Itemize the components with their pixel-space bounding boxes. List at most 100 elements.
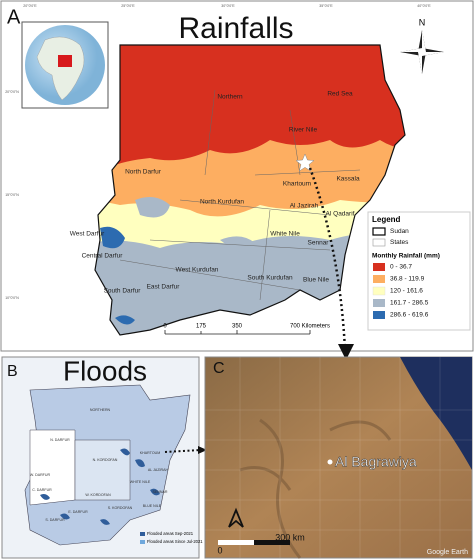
state-label: S. KORDOFAN (108, 506, 133, 510)
legend-label: Sudan (390, 228, 409, 235)
credit: Google Earth (427, 549, 468, 556)
panel-label: C (213, 360, 225, 377)
inset-globe (21, 21, 109, 109)
state-label: AL JAZIRAH (148, 468, 169, 472)
legend-label: 0 - 36.7 (390, 264, 412, 271)
north-label: N (419, 17, 426, 27)
panel-c: C Al Bagrawiya 0 300 km Google Earth (204, 356, 473, 559)
terrain (239, 418, 392, 559)
latitude-label: 15°0'0"N (5, 193, 19, 197)
state-label: Red Sea (327, 91, 353, 98)
grid (205, 357, 472, 558)
state-label: E. DARFUR (68, 510, 88, 514)
state-label: Central Darfur (82, 253, 124, 260)
longitude-label: 25°0'0"E (121, 4, 135, 8)
place-label: Al Bagrawiya (335, 454, 417, 470)
state-label: Blue Nile (303, 277, 329, 284)
scale-label: 300 km (275, 532, 305, 542)
rainfall-map (95, 45, 405, 335)
state-label: West Kurdufan (176, 267, 219, 274)
panel-label: A (7, 6, 21, 28)
legend-label: 120 - 161.6 (390, 288, 423, 295)
graticule: 20°0'0"E 25°0'0"E 30°0'0"E 35°0'0"E 40°0… (5, 4, 431, 300)
scale-label: 175 (196, 324, 207, 330)
longitude-label: 20°0'0"E (23, 4, 37, 8)
compass-half (400, 30, 444, 74)
site-marker (327, 459, 333, 465)
legend-swatch (373, 299, 385, 307)
legend-swatch (140, 532, 145, 536)
state-label: West Darfur (70, 231, 105, 238)
connector (164, 449, 201, 453)
state-label: C. DARFUR (32, 488, 52, 492)
wet-zone (100, 226, 318, 325)
state-label: KHARTOUM (140, 451, 160, 455)
state-label: Kassala (336, 176, 360, 183)
state (74, 439, 131, 501)
state-label: South Darfur (104, 288, 142, 295)
legend-label: Flooded areas Sep-2021 (147, 531, 194, 536)
scale-label: 350 (232, 324, 243, 330)
legend-swatch (372, 227, 386, 236)
scale-bar: 0 175 350 700 Kilometers (163, 324, 330, 335)
legend-label: 286.6 - 619.6 (390, 312, 429, 319)
legend-label: 161.7 - 286.5 (390, 300, 429, 307)
sudan-border (94, 44, 406, 336)
north-arrow (228, 507, 244, 528)
state-label: Al Qadarif (326, 211, 355, 218)
scale-label: 700 Kilometers (290, 324, 330, 330)
legend-title: Legend (372, 215, 401, 224)
state-label: SENNAR (153, 490, 168, 494)
scale-segment (254, 540, 290, 545)
zone (135, 196, 260, 254)
panel-a: 20°0'0"E 25°0'0"E 30°0'0"E 35°0'0"E 40°0… (0, 0, 474, 352)
legend-swatch (373, 275, 385, 283)
scale-label: 0 (217, 545, 222, 555)
scale-line (164, 330, 311, 335)
panel-title: Rainfalls (178, 12, 293, 45)
sudan-highlight (58, 55, 72, 67)
state-label: Khartoum (283, 181, 311, 188)
legend: Legend Sudan States Monthly Rainfall (mm… (367, 211, 471, 331)
state-border (119, 89, 361, 301)
state-labels: Northern Red Sea River Nile North Darfur… (70, 91, 360, 295)
legend-swatch (140, 540, 145, 544)
state-label: S. DARFUR (45, 518, 65, 522)
scale-segment (218, 540, 254, 545)
legend-label: States (390, 239, 409, 246)
state-label: N. DARFUR (50, 438, 70, 442)
legend-swatch (372, 238, 386, 247)
legend-swatch (373, 263, 385, 271)
zone (95, 45, 405, 165)
latitude-label: 20°0'0"N (5, 90, 19, 94)
state-label: WHITE NILE (130, 480, 151, 484)
state-labels: NORTHERN N. DARFUR N. KORDOFAN KHARTOUM … (30, 408, 169, 522)
state-label: N. KORDOFAN (93, 458, 118, 462)
state-label: W. KORDOFAN (85, 493, 111, 497)
legend-label: 36.8 - 119.9 (390, 276, 425, 283)
connector (308, 167, 347, 351)
legend-swatch (373, 311, 385, 319)
sea (400, 357, 472, 470)
scale-label: 0 (163, 324, 167, 330)
legend-swatch (372, 286, 386, 296)
state-label: North Kurdufan (200, 199, 244, 206)
site-marker (295, 153, 315, 172)
state-label: Al Jazirah (290, 203, 319, 210)
connector-head (338, 344, 354, 360)
connector-head (198, 446, 207, 454)
longitude-label: 30°0'0"E (221, 4, 235, 8)
longitude-label: 40°0'0"E (417, 4, 431, 8)
state-label: NORTHERN (90, 408, 111, 412)
africa (36, 36, 85, 101)
state-label: East Darfur (147, 284, 181, 291)
state-label: Northern (217, 94, 243, 101)
panel-b: B Floods NORTHERN N. DARFUR N. KORDOFAN … (1, 355, 207, 559)
panel-label: B (7, 363, 18, 380)
state-label: South Kurdufan (247, 275, 293, 282)
north-arrow: N (400, 17, 444, 74)
state-label: River Nile (289, 127, 318, 134)
state-label: BLUE NILE (143, 504, 162, 508)
longitude-label: 35°0'0"E (319, 4, 333, 8)
